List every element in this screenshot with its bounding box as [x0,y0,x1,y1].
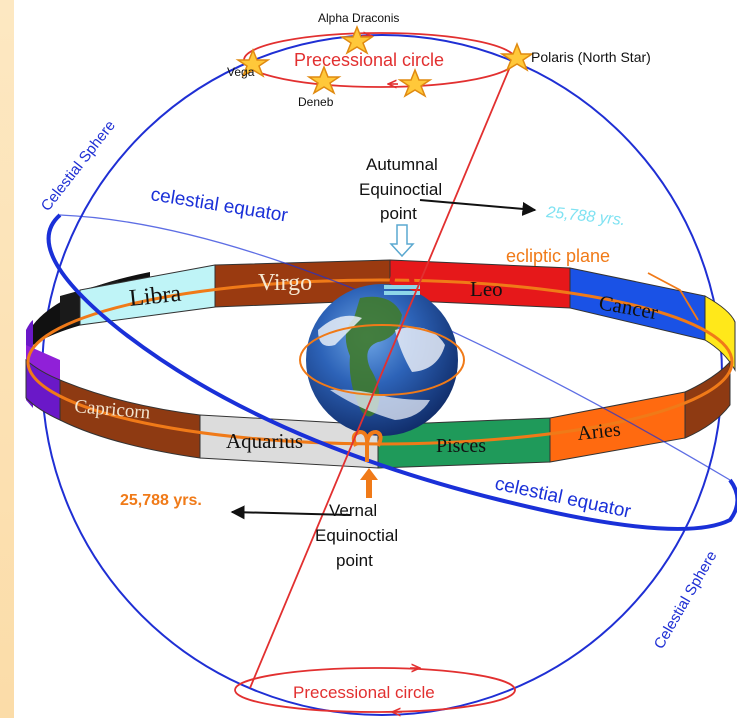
celestial-equator-front [46,213,737,531]
autumnal-label-line3: point [380,204,417,223]
vernal-label-line3: point [336,551,373,570]
star-icon [235,47,271,78]
celestial-equator-back [59,214,731,481]
left-edge-strip [0,0,14,718]
libra-symbol [384,267,420,295]
star-icon [339,24,375,55]
earth-axis-line [249,54,516,689]
deneb-label: Deneb [298,95,334,109]
virgo-label: Virgo [258,270,312,296]
polaris-label: Polaris (North Star) [531,49,651,65]
leo-label: Leo [470,277,503,301]
ecliptic-label-leader [647,272,699,321]
years-arrow-left [230,505,351,520]
years-label-right: 25,788 yrs. [545,204,626,229]
vernal-label-line1: Vernal [329,501,377,520]
celestial-sphere-label-left: Celestial Sphere [38,117,119,214]
star-icon [397,67,433,98]
years-label-left: 25,788 yrs. [120,492,202,509]
autumnal-pointer-arrow [389,224,415,258]
star-icon [306,64,342,95]
aquarius-label: Aquarius [226,429,303,453]
celestial-sphere-label-right: Celestial Sphere [651,548,721,652]
precessional-circle-bottom [234,667,516,713]
earth [299,284,465,436]
star-icons [235,24,535,98]
alpha-draconis-label: Alpha Draconis [318,11,399,25]
libra-label: Libra [128,281,183,312]
vernal-pointer-arrow [360,468,378,498]
years-arrow-right [419,199,537,216]
autumnal-label-line2: Equinoctial [359,180,442,199]
ecliptic-plane-label: ecliptic plane [506,246,610,266]
precessional-circle-top-label: Precessional circle [294,50,444,70]
precessional-circle-bottom-label: Precessional circle [293,683,435,702]
pisces-label: Pisces [436,435,486,457]
vega-label: Vega [227,65,255,79]
star-icon [499,41,535,72]
vernal-label-line2: Equinoctial [315,526,398,545]
aries-label: Aries [576,419,622,445]
autumnal-label-line1: Autumnal [366,155,438,174]
celestial-equator-label-top: celestial equator [149,184,290,226]
